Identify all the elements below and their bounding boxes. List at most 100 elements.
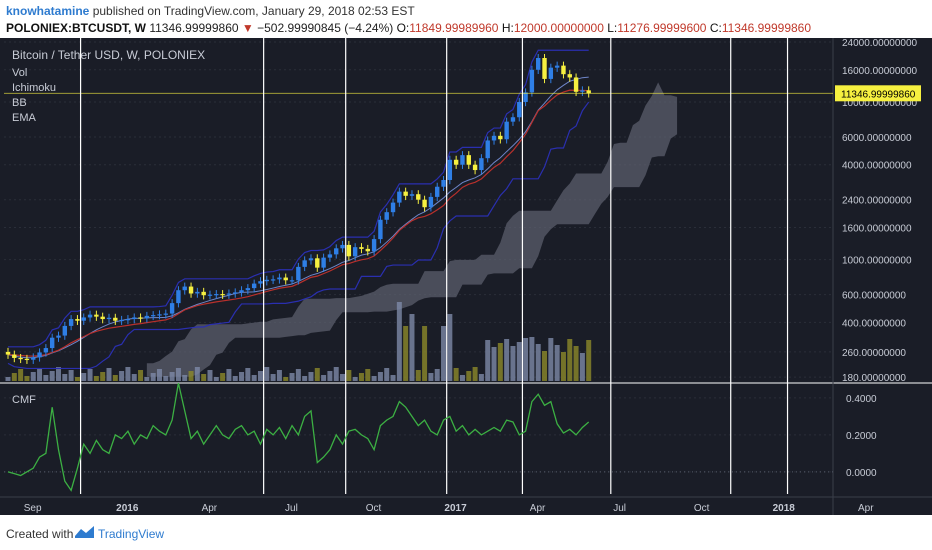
candle-body (403, 191, 408, 196)
volume-bar (573, 346, 579, 381)
author-link[interactable]: knowhatamine (6, 4, 90, 18)
candle-body (87, 314, 93, 318)
close-label: C: (709, 21, 722, 35)
volume-bar (554, 345, 560, 381)
volume-bar (523, 338, 529, 381)
candle-body (498, 135, 503, 140)
volume-bar (390, 375, 396, 381)
legend-ichimoku: Ichimoku (12, 82, 56, 94)
symbol-line: POLONIEX:BTCUSDT, W 11346.99999860 ▼ −50… (6, 21, 811, 35)
tradingview-brand[interactable]: TradingView (98, 527, 165, 541)
cmf-tick-label: 0.0000 (846, 468, 877, 479)
volume-bar (156, 369, 162, 381)
volume-bar (5, 377, 11, 381)
volume-bar (441, 326, 447, 381)
candle-body (365, 248, 370, 252)
candle-body (352, 247, 358, 257)
candle-body (207, 294, 213, 296)
ichimoku-cloud (146, 82, 678, 377)
volume-bar (87, 369, 93, 381)
volume-bar (106, 368, 112, 381)
candle-body (163, 313, 168, 315)
candle-body (233, 292, 238, 294)
volume-bar (239, 372, 245, 381)
price-change: −502.99990845 (−4.24%) (257, 21, 394, 35)
candle-body (371, 239, 377, 252)
candle-body (220, 294, 225, 296)
candle-body (24, 358, 30, 361)
candle-body (37, 352, 42, 358)
low-label: L: (607, 21, 618, 35)
price-tick-label: 4000.00000000 (842, 161, 912, 172)
time-tick-label: 2016 (116, 503, 139, 514)
candle-body (460, 155, 465, 165)
symbol-name: POLONIEX:BTCUSDT, W (6, 21, 146, 35)
candle-body (251, 283, 257, 289)
cmf-pane (7, 383, 590, 492)
legend-vol: Vol (12, 67, 27, 79)
candle-body (447, 159, 453, 180)
volume-bar (510, 346, 516, 381)
volume-bar (207, 370, 213, 381)
volume-bar (232, 376, 238, 381)
candle-body (150, 315, 156, 317)
candle-body (441, 179, 446, 187)
volume-bar (340, 374, 346, 381)
volume-bar (327, 371, 333, 381)
publish-info: published on TradingView.com, January 29… (89, 4, 415, 18)
volume-bar (68, 370, 74, 381)
time-tick-label: Jul (613, 503, 626, 514)
candle-body (43, 348, 49, 353)
volume-bar (579, 353, 585, 381)
candle-body (384, 212, 389, 220)
time-tick-label: Apr (530, 503, 546, 514)
volume-bar (220, 373, 226, 381)
volume-bar (485, 340, 491, 381)
price-tick-label: 2400.00000000 (842, 196, 912, 207)
price-tick-label: 600.00000000 (842, 291, 906, 302)
volume-bar (43, 375, 49, 381)
volume-bar (384, 368, 390, 381)
chart-svg[interactable]: 24000.00000000 16000.00000000 10000.000000… (0, 38, 932, 515)
volume-bar (144, 377, 150, 381)
bb-upper-line (8, 49, 589, 348)
price-tick-label: 260.00000000 (842, 348, 906, 359)
volume-bar (314, 368, 320, 381)
candle-body (201, 291, 206, 296)
volume-bar (447, 314, 453, 381)
candle-body (239, 290, 244, 293)
volume-bar (478, 374, 484, 381)
candle-body (523, 92, 528, 102)
volume-bar (169, 372, 175, 381)
volume-bar (459, 375, 465, 381)
created-with-text: Created with (6, 527, 74, 541)
volume-bar (30, 372, 36, 381)
candle-body (169, 303, 175, 314)
volume-bar (453, 368, 459, 381)
last-price-tag-label: 11346.99999860 (841, 89, 916, 100)
volume-bar (396, 302, 402, 381)
candle-body (315, 258, 320, 268)
legend-bb: BB (12, 97, 27, 109)
candle-body (302, 260, 307, 267)
tradingview-logo-icon[interactable] (74, 525, 96, 544)
candle-body (132, 317, 137, 320)
candle-body (378, 219, 383, 240)
volume-bar (131, 374, 137, 381)
candle-body (504, 121, 509, 140)
candle-body (542, 57, 547, 79)
volume-bar (422, 326, 428, 381)
candle-body (277, 277, 282, 280)
candle-body (182, 286, 187, 291)
volume-bar (194, 367, 200, 381)
volume-bar (497, 343, 503, 381)
volume-bar (49, 371, 55, 381)
volume-bar (18, 369, 24, 381)
candle-body (561, 65, 566, 75)
chart-area[interactable]: 24000.00000000 16000.00000000 10000.000000… (0, 38, 932, 515)
candle-body (390, 202, 396, 213)
volume-bar (504, 339, 510, 381)
volume-bar (567, 339, 573, 381)
candle-body (340, 244, 345, 249)
price-tick-label: 16000.00000000 (842, 66, 918, 77)
